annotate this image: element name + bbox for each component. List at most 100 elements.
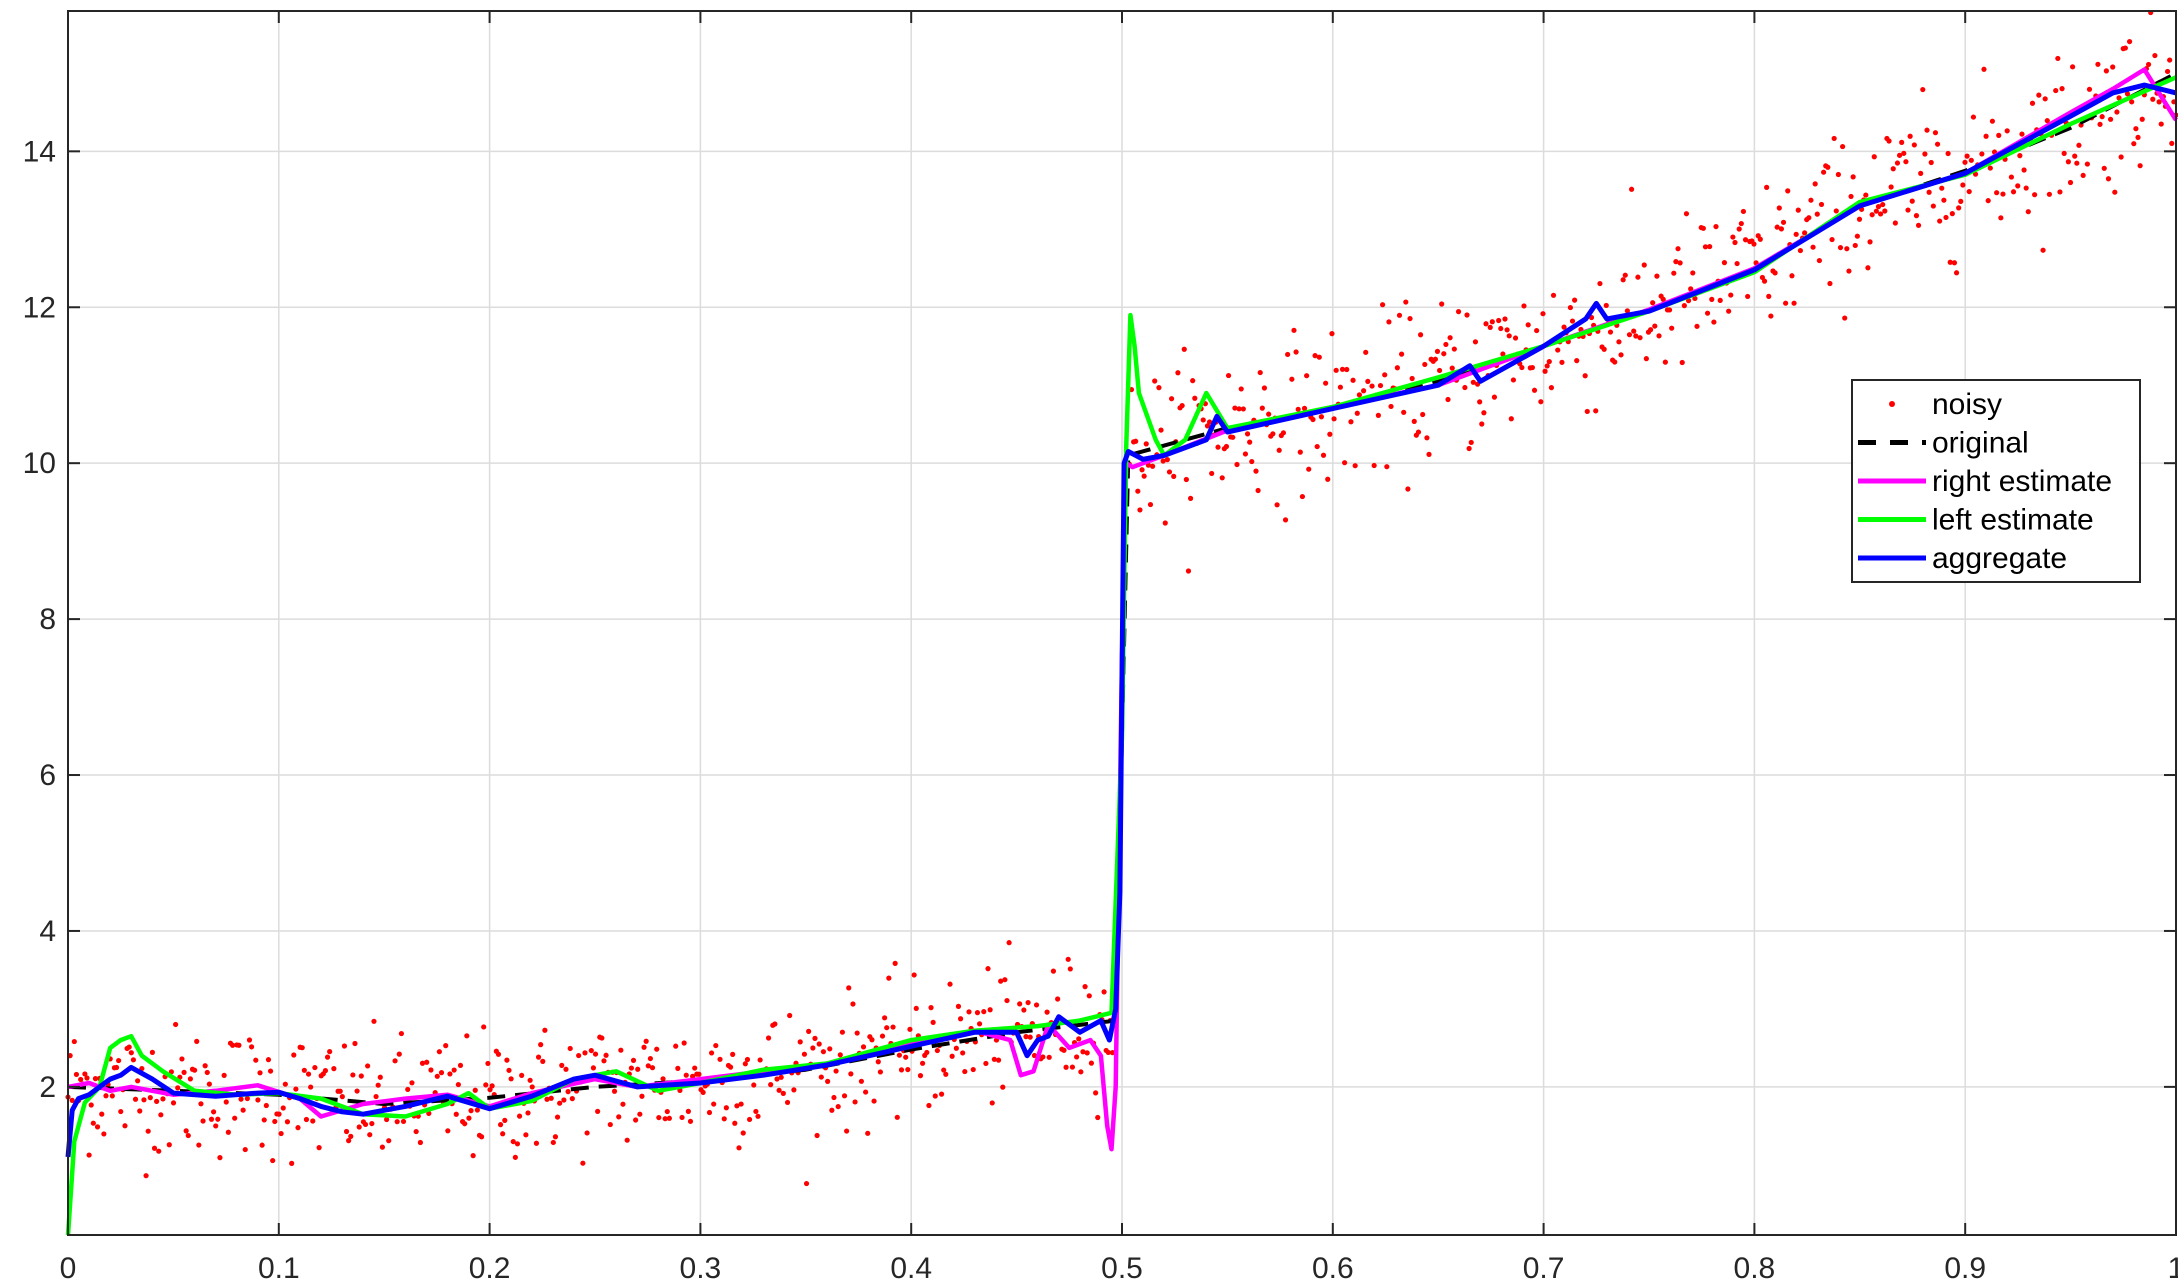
noisy-point [413,1128,419,1135]
noisy-point [601,1058,607,1064]
noisy-point [681,1040,687,1046]
noisy-point [278,1130,284,1137]
noisy-point [497,1122,504,1128]
line-series [65,67,2178,1236]
noisy-point [772,1021,778,1027]
noisy-point [2133,126,2139,132]
noisy-point [1181,346,1187,352]
noisy-point [820,1049,827,1055]
noisy-point [1215,444,1221,450]
noisy-point [692,1065,698,1071]
noisy-point [1934,141,1941,147]
noisy-point [630,1057,637,1063]
noisy-point [1616,339,1622,345]
noisy-point [1780,219,1787,225]
noisy-point [563,1066,569,1072]
noisy-point [1628,186,1635,192]
noisy-point [784,1099,791,1106]
legend-noisy-marker [1889,401,1895,407]
noisy-point [554,1114,561,1120]
noisy-point [194,1038,200,1044]
noisy-point [1354,410,1360,416]
noisy-point [765,1035,772,1041]
y-tick-label: 14 [23,135,56,168]
noisy-point [981,1009,987,1015]
noisy-point [1941,197,1947,203]
noisy-point [276,1111,282,1117]
noisy-point [78,1076,84,1083]
noisy-point [173,1021,179,1028]
noisy-point [854,1030,860,1036]
noisy-point [331,1066,337,1072]
noisy-point [751,1082,757,1088]
noisy-point [1694,323,1700,329]
noisy-point [1844,246,1850,252]
noisy-point [1067,966,1073,972]
noisy-point [841,1093,848,1099]
noisy-point [1909,198,1915,204]
legend: noisy original right estimate left estimate… [1851,379,2141,583]
noisy-point [181,1069,187,1075]
noisy-point [1673,259,1679,265]
noisy-point [896,1052,902,1058]
noisy-point [1679,359,1685,366]
noisy-point [202,1063,208,1069]
noisy-point [917,1073,924,1079]
noisy-point [2118,154,2124,160]
noisy-point [356,1124,362,1130]
noisy-point [289,1160,295,1166]
x-tick-label: 0.7 [1523,1252,1565,1285]
noisy-point [1304,373,1310,379]
noisy-point [645,1063,651,1069]
noisy-point [1892,220,1898,226]
noisy-point [1721,260,1728,266]
noisy-point [806,1028,812,1034]
x-axis: 0 0.1 0.2 0.3 0.4 0.5 0.6 0.7 0.8 0.9 1 [60,11,2178,1285]
noisy-point [128,1050,134,1056]
noisy-point [303,1116,310,1123]
noisy-point [970,1066,976,1073]
noisy-point [200,1118,206,1124]
noisy-point [656,1114,662,1121]
noisy-point [753,1108,759,1115]
noisy-point [1078,1069,1084,1075]
noisy-point [1149,463,1156,469]
noisy-point [1531,387,1538,393]
noisy-point [1569,318,1576,324]
noisy-point [1867,239,1873,245]
noisy-point [1240,406,1246,412]
noisy-point [616,1114,622,1120]
noisy-point [1249,458,1255,465]
noisy-point [1282,517,1289,523]
noisy-point [1996,132,2002,138]
noisy-point [280,1105,286,1111]
noisy-point [567,1045,573,1052]
noisy-point [1740,208,1747,215]
noisy-point [1179,403,1185,409]
noisy-point [232,1115,238,1121]
noisy-point [1669,325,1675,331]
noisy-point [620,1101,626,1107]
noisy-point [903,1054,909,1060]
noisy-point [848,1071,854,1077]
noisy-point [757,1057,763,1063]
noisy-point [540,1058,546,1064]
noisy-point [474,1107,480,1113]
noisy-point [1550,292,1557,298]
noisy-point [1601,346,1607,352]
noisy-point [1209,470,1215,477]
noisy-point [1061,1047,1067,1053]
noisy-point [618,1047,624,1053]
noisy-point [341,1043,348,1049]
noisy-point [2086,86,2093,92]
noisy-point [588,1047,594,1054]
noisy-point [1242,451,1249,457]
noisy-point [2055,55,2061,62]
noisy-point [723,1105,729,1111]
noisy-point [1232,405,1238,411]
noisy-point [253,1057,259,1063]
noisy-point [481,1024,487,1030]
noisy-point [99,1111,105,1117]
noisy-point [1422,361,1428,368]
noisy-point [1593,408,1599,414]
